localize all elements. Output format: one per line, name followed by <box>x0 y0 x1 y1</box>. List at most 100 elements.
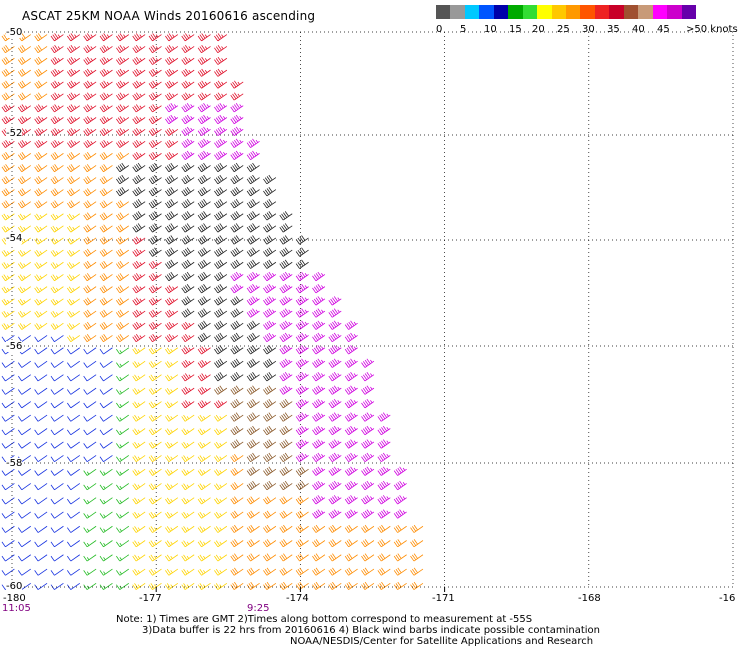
wind-barb <box>34 176 48 185</box>
wind-barb <box>181 441 195 449</box>
wind-barb <box>377 524 391 533</box>
wind-barb <box>230 114 244 125</box>
wind-barb <box>148 92 162 101</box>
wind-barb <box>410 553 424 562</box>
wind-barb <box>66 568 81 576</box>
wind-barb <box>214 568 228 576</box>
wind-barb <box>279 452 293 463</box>
wind-barb <box>17 540 31 548</box>
wind-barb <box>83 212 97 221</box>
wind-barb <box>230 271 244 282</box>
wind-barb <box>246 452 260 463</box>
wind-barb <box>181 114 195 125</box>
wind-barb <box>279 524 293 533</box>
wind-barb <box>312 553 326 562</box>
wind-barb <box>116 273 130 282</box>
wind-barb <box>263 480 277 491</box>
wind-barb <box>66 387 81 395</box>
wind-barb <box>34 225 48 233</box>
wind-barb <box>148 441 162 449</box>
wind-barb <box>34 347 48 355</box>
wind-barb <box>148 360 162 368</box>
lat-label-56: -56 <box>6 341 23 352</box>
wind-barb <box>83 188 97 197</box>
wind-barb <box>50 568 64 576</box>
wind-barb <box>34 511 48 519</box>
wind-barb <box>393 509 407 519</box>
wind-barb <box>279 320 293 330</box>
wind-barb <box>197 186 211 197</box>
wind-barb <box>1 104 15 113</box>
wind-barb <box>99 511 113 519</box>
wind-barb <box>66 152 81 161</box>
wind-barb <box>17 225 31 233</box>
wind-barb <box>99 188 113 197</box>
wind-barb <box>34 56 48 65</box>
wind-barb <box>66 213 81 221</box>
wind-barb <box>344 567 358 576</box>
wind-barb <box>312 581 326 590</box>
wind-barb <box>328 385 342 395</box>
wind-barb <box>279 211 293 221</box>
wind-barb <box>50 176 64 185</box>
wind-barb <box>99 554 113 562</box>
wind-barb <box>99 127 113 136</box>
wind-barb <box>34 497 48 505</box>
wind-barb <box>148 199 162 209</box>
wind-barb <box>214 211 228 221</box>
wind-barb <box>361 553 375 562</box>
wind-barb <box>312 398 326 409</box>
wind-barb <box>1 188 15 197</box>
wind-barb <box>116 236 130 245</box>
wind-barb <box>165 114 179 125</box>
wind-barb <box>17 335 31 343</box>
wind-barb <box>181 308 195 318</box>
wind-barb <box>230 510 244 519</box>
wind-barb <box>148 45 162 54</box>
wind-barb <box>361 398 375 409</box>
wind-barb <box>230 524 244 533</box>
wind-barb <box>181 296 195 306</box>
wind-barb <box>344 345 358 355</box>
wind-barb <box>214 92 228 101</box>
wind-barb <box>66 310 81 318</box>
wind-barb <box>246 235 260 245</box>
wind-barb <box>132 45 146 54</box>
wind-barb <box>197 68 211 77</box>
wind-barb <box>181 359 195 368</box>
wind-barb <box>263 199 277 209</box>
time-label-start: 11:05 <box>2 603 31 614</box>
wind-barb <box>66 104 81 113</box>
wind-barb <box>50 164 64 173</box>
wind-barb <box>181 568 195 576</box>
wind-barb <box>197 223 211 233</box>
wind-barb <box>214 414 228 422</box>
wind-barb <box>214 358 228 368</box>
wind-barb <box>295 372 309 382</box>
wind-barb <box>181 497 195 505</box>
wind-barb <box>83 455 97 463</box>
wind-barb <box>99 273 113 282</box>
legend-swatch <box>436 5 451 19</box>
wind-barb <box>99 441 113 449</box>
wind-barb <box>214 259 228 269</box>
wind-barb <box>410 539 424 548</box>
wind-barb <box>83 127 97 136</box>
wind-barb <box>181 284 195 294</box>
wind-barb <box>165 174 179 185</box>
wind-barb <box>116 152 130 161</box>
wind-barb <box>214 45 228 54</box>
wind-barb <box>50 68 64 77</box>
wind-barb <box>34 152 48 161</box>
wind-barb <box>50 261 64 269</box>
wind-barb <box>132 455 146 463</box>
wind-barb <box>148 186 162 197</box>
wind-barb <box>50 139 64 148</box>
wind-barb <box>1 401 15 409</box>
wind-barb <box>148 285 162 294</box>
legend-label: >50 knots <box>686 24 738 35</box>
wind-barb <box>17 374 31 382</box>
wind-barb <box>181 554 195 562</box>
wind-barb <box>295 452 309 463</box>
wind-barb <box>328 466 342 476</box>
